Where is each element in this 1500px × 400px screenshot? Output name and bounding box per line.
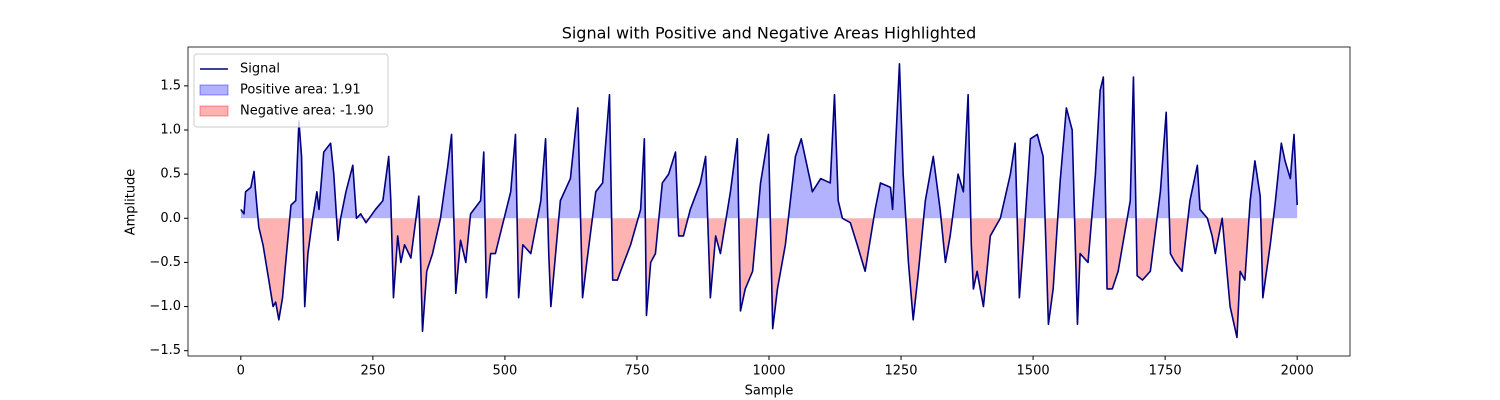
legend-label: Signal [240, 62, 280, 77]
x-tick-label: 1750 [1149, 364, 1182, 379]
x-tick-label: 1000 [752, 364, 785, 379]
y-tick-label: −1.5 [149, 343, 181, 358]
y-tick-label: 0.0 [160, 211, 181, 226]
legend-label: Positive area: 1.91 [240, 83, 361, 98]
x-tick-label: 1500 [1017, 364, 1050, 379]
legend-label: Negative area: -1.90 [240, 104, 374, 119]
x-tick-label: 0 [237, 364, 245, 379]
area-fill [257, 218, 1274, 338]
x-tick-label: 500 [492, 364, 517, 379]
chart-title: Signal with Positive and Negative Areas … [562, 24, 977, 43]
y-tick-label: −0.5 [149, 255, 181, 270]
legend-box [193, 53, 389, 128]
y-tick-label: 0.5 [160, 167, 181, 182]
x-tick-label: 750 [625, 364, 650, 379]
x-tick-label: 1250 [884, 364, 917, 379]
signal-line [240, 62, 1298, 339]
x-tick-label: 2000 [1281, 364, 1314, 379]
legend-patch [199, 84, 229, 96]
y-axis-label: Amplitude [124, 169, 139, 236]
y-tick-label: −1.0 [149, 299, 181, 314]
legend-patch [199, 105, 229, 117]
y-tick-label: 1.0 [160, 122, 181, 137]
x-axis-label: Sample [745, 384, 794, 399]
x-tick-label: 250 [360, 364, 385, 379]
y-tick-label: 1.5 [160, 78, 181, 93]
area-fill [240, 63, 1298, 219]
